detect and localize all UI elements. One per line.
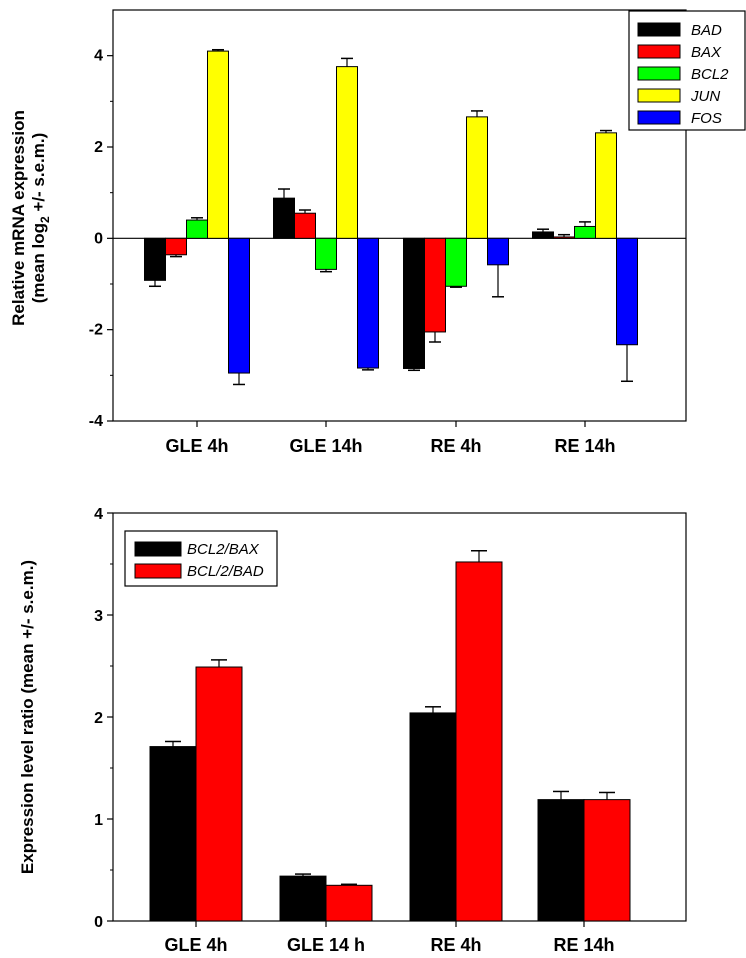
bar-bcl2-bax [409, 712, 457, 922]
legend-label: BAX [691, 44, 722, 61]
y-axis-label-line1: Relative mRNA expression [9, 110, 28, 326]
legend-swatch [637, 22, 681, 37]
legend-swatch [637, 88, 681, 103]
y-axis-label: Expression level ratio (mean +/- s.e.m.) [18, 560, 37, 874]
x-category-label: GLE 14 h [287, 935, 365, 955]
bar-bcl2-bax [537, 799, 585, 922]
x-category-label: RE 14h [553, 935, 614, 955]
bar-bcl2-bad [583, 799, 631, 922]
plot-frame [112, 9, 687, 422]
y-tick-label: -4 [89, 413, 103, 430]
y-axis-label-group: Relative mRNA expression (mean log2 +/- s… [9, 110, 52, 326]
legend-swatch [637, 66, 681, 81]
x-category-label: RE 4h [430, 935, 481, 955]
legend-label: BCL2 [691, 66, 729, 83]
bar-bcl2-bax [279, 875, 327, 922]
chart-top-gene-expression: -4 -2 0 2 4 GLE 4h GLE 14h RE 4h RE 14h Relative … [9, 9, 746, 456]
x-category-label: GLE 4h [165, 436, 228, 456]
legend-label: JUN [690, 88, 720, 105]
y-axis-label-part: +/- s.e.m.) [29, 133, 48, 217]
legend-swatch [637, 44, 681, 59]
y-tick-label: 0 [94, 914, 103, 931]
y-tick-label: 2 [94, 139, 103, 156]
y-axis-label-subscript: 2 [38, 216, 52, 223]
y-axis-label-line2: (mean log2 +/- s.e.m.) [29, 133, 52, 304]
y-axis-label-part: (mean log [29, 223, 48, 303]
x-category-label: RE 4h [430, 436, 481, 456]
legend-label: BAD [691, 22, 722, 39]
bar-bcl2-bad [325, 884, 373, 922]
legend-label: BCL/2/BAD [187, 563, 264, 580]
bar-bcl2-bad [455, 561, 503, 922]
bar-bcl2-bad [195, 666, 243, 922]
bar-bad [144, 237, 166, 281]
legend-label: BCL2/BAX [187, 541, 260, 558]
y-tick-label: -2 [89, 322, 103, 339]
y-tick-label: 3 [94, 608, 103, 625]
bar-bcl2-bax [149, 746, 197, 922]
x-category-label: GLE 14h [289, 436, 362, 456]
y-tick-label: 0 [94, 230, 103, 247]
legend-swatch [134, 541, 182, 557]
x-category-label: GLE 4h [164, 935, 227, 955]
y-tick-label: 4 [94, 48, 103, 65]
y-tick-label: 1 [94, 812, 103, 829]
y-axis-label-group: Expression level ratio (mean +/- s.e.m.) [18, 560, 37, 874]
y-tick-label: 2 [94, 710, 103, 727]
legend-label: FOS [691, 110, 722, 127]
legend-swatch [134, 563, 182, 579]
x-category-label: RE 14h [554, 436, 615, 456]
legend-swatch [637, 110, 681, 125]
y-tick-label: 4 [94, 506, 103, 523]
